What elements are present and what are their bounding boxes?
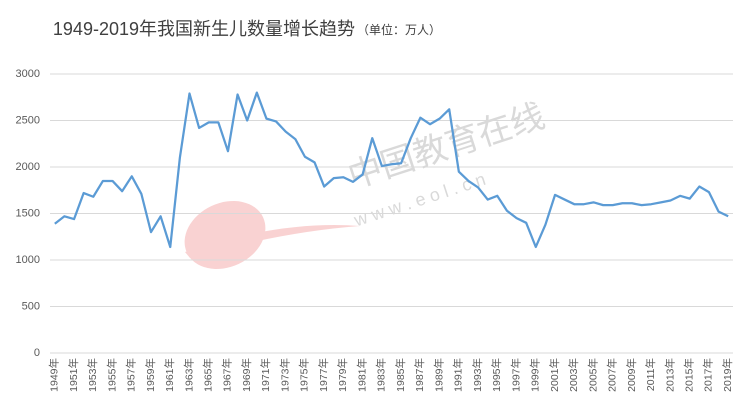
x-tick-label: 2009年 (625, 358, 638, 392)
y-tick-label: 500 (22, 300, 40, 312)
watermark-logo (184, 200, 360, 270)
x-tick-label: 1989年 (432, 358, 445, 392)
x-tick-label: 1995年 (490, 358, 503, 392)
x-tick-label: 1983年 (375, 358, 388, 392)
x-tick-label: 1969年 (240, 358, 253, 392)
y-tick-label: 3000 (16, 68, 40, 80)
x-tick-label: 1997年 (509, 358, 522, 392)
chart-subtitle: （单位：万人） (357, 22, 441, 37)
chart-title: 1949-2019年我国新生儿数量增长趋势 (53, 19, 355, 39)
x-tick-label: 1985年 (394, 358, 407, 392)
x-tick-label: 1975年 (298, 358, 311, 392)
x-tick-label: 1959年 (144, 358, 157, 392)
x-tick-label: 1979年 (336, 358, 349, 392)
x-tick-label: 2011年 (644, 358, 657, 391)
x-tick-label: 2005年 (586, 358, 599, 392)
y-tick-label: 2500 (16, 114, 40, 126)
y-tick-label: 2000 (16, 161, 40, 173)
x-tick-label: 1949年 (48, 358, 61, 392)
y-tick-label: 1000 (16, 254, 40, 266)
x-tick-label: 1963年 (182, 358, 195, 392)
x-tick-label: 2019年 (721, 358, 734, 392)
x-tick-label: 1965年 (202, 358, 215, 392)
x-tick-label: 1987年 (413, 358, 426, 392)
x-tick-label: 2017年 (702, 358, 715, 392)
x-tick-label: 1977年 (317, 358, 330, 392)
x-tick-label: 1967年 (221, 358, 234, 392)
x-tick-label: 1991年 (452, 358, 465, 392)
x-tick-label: 1951年 (67, 358, 80, 392)
x-tick-label: 2003年 (567, 358, 580, 392)
x-tick-label: 1981年 (355, 358, 368, 392)
x-tick-label: 1993年 (471, 358, 484, 392)
y-tick-label: 0 (34, 347, 40, 359)
x-tick-label: 2015年 (682, 358, 695, 392)
x-tick-label: 1973年 (278, 358, 291, 392)
x-tick-label: 1971年 (259, 358, 272, 392)
x-tick-label: 2001年 (548, 358, 561, 392)
x-tick-label: 1953年 (86, 358, 99, 392)
x-tick-label: 1957年 (125, 358, 138, 392)
x-tick-label: 2013年 (663, 358, 676, 392)
data-line (54, 91, 729, 249)
y-tick-label: 1500 (16, 207, 40, 219)
x-tick-label: 1955年 (105, 358, 118, 392)
x-tick-label: 1999年 (529, 358, 542, 392)
x-tick-label: 1961年 (163, 358, 176, 392)
x-tick-label: 2007年 (606, 358, 619, 392)
